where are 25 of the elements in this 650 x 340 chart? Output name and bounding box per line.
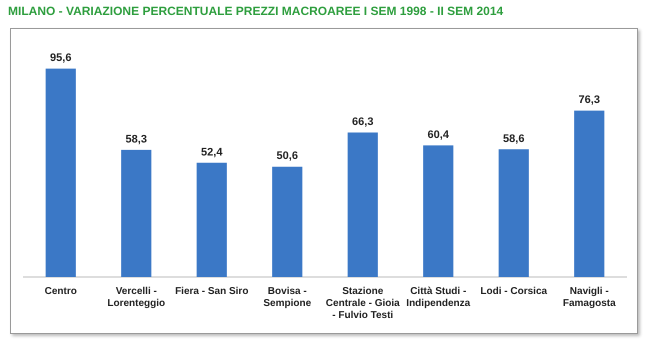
chart-title: MILANO - VARIAZIONE PERCENTUALE PREZZI MACROAREE I SEM 1998 - II SEM 2014 [8, 4, 504, 18]
data-label: 58,3 [126, 133, 147, 146]
x-tick-label: Città Studi - Indipendenza [406, 286, 471, 309]
x-tick-label: Bovisa - Sempione [263, 286, 312, 309]
bar [196, 162, 227, 277]
bar [121, 150, 152, 277]
x-tick-label: Centro [44, 286, 77, 297]
data-label: 60,4 [428, 128, 450, 141]
data-label: 66,3 [352, 116, 374, 128]
data-label: 76,3 [578, 94, 600, 106]
bar [423, 145, 454, 277]
x-tick-label: Vercelli - Lorenteggio [107, 286, 166, 309]
data-label: 50,6 [276, 150, 298, 162]
x-tick-label: Stazione Centrale - Gioia - Fulvio Testi [326, 286, 400, 321]
bar [498, 149, 529, 277]
bar [348, 132, 378, 277]
x-tick-label: Fiera - San Siro [175, 286, 248, 297]
data-label: 95,6 [50, 52, 72, 64]
bar [574, 110, 604, 277]
bar [272, 166, 302, 277]
x-tick-label: Navigli - Famagosta [562, 286, 616, 309]
bar [46, 68, 76, 277]
data-label: 58,6 [503, 132, 524, 145]
x-tick-label: Lodi - Corsica [480, 286, 548, 297]
data-label: 52,4 [201, 146, 224, 158]
